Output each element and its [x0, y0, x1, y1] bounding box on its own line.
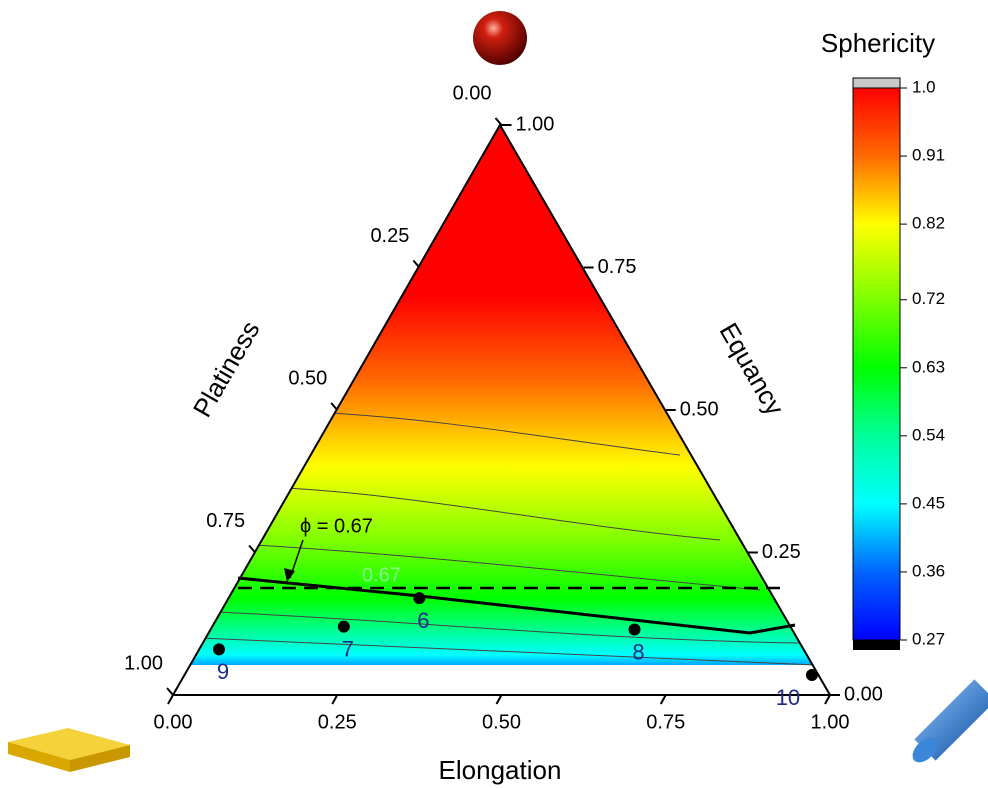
- right-axis-title: Equancy: [714, 318, 791, 421]
- plate-side: [8, 742, 70, 772]
- sample-point: [212, 643, 225, 656]
- tick: [495, 694, 503, 705]
- point-label: 8: [632, 639, 644, 664]
- right-tick-label: 0.50: [680, 398, 719, 420]
- colorbar-tick-label: 0.63: [912, 357, 945, 376]
- right-tick-label: 0.75: [598, 256, 637, 278]
- colorbar-over: [852, 77, 901, 89]
- colorbar-title: Sphericity: [821, 28, 935, 58]
- contour-fill: [173, 125, 830, 665]
- tick: [167, 694, 174, 705]
- tick: [659, 694, 667, 705]
- colorbar-tick-label: 0.45: [912, 493, 945, 512]
- bottom-axis-title: Elongation: [439, 755, 562, 785]
- cylinder-icon: [912, 679, 988, 763]
- contour-line: [329, 412, 681, 456]
- sample-point: [805, 669, 818, 682]
- annotation: ϕ = 0.67: [300, 515, 373, 537]
- colorbar-tick-label: 0.27: [912, 629, 945, 648]
- plate-icon: [8, 728, 130, 760]
- point-label: 7: [342, 636, 354, 661]
- colorbar-tick-label: 0.36: [912, 561, 945, 580]
- bottom-tick-label: 0.50: [482, 711, 521, 733]
- left-tick-label: 1.00: [124, 652, 163, 674]
- left-tick-label: 0.75: [206, 510, 245, 532]
- point-label: 9: [217, 659, 229, 684]
- contour-label: 0.67: [362, 564, 401, 586]
- contour-line: [284, 487, 721, 541]
- left-axis-title: Platiness: [187, 316, 266, 422]
- tick: [494, 117, 503, 126]
- point-label: 10: [776, 685, 800, 710]
- arrow-head: [284, 568, 295, 582]
- bottom-tick-label: 0.00: [154, 711, 193, 733]
- tick: [412, 259, 421, 269]
- contour-area: [173, 125, 830, 665]
- tick: [331, 694, 339, 705]
- tick: [330, 402, 339, 411]
- colorbar-tick-label: 0.91: [912, 146, 945, 165]
- sample-point: [337, 620, 350, 633]
- tick: [166, 687, 174, 696]
- bottom-tick-label: 0.75: [646, 711, 685, 733]
- contour-line: [254, 544, 761, 591]
- left-tick-label: 0.00: [453, 82, 492, 104]
- cylinder-end: [912, 737, 938, 763]
- point-label: 6: [417, 608, 429, 633]
- left-tick-label: 0.50: [288, 367, 327, 389]
- tick: [248, 544, 256, 554]
- colorbar: [852, 87, 901, 641]
- bottom-tick-label: 1.00: [811, 711, 850, 733]
- sphere-icon: [473, 11, 527, 65]
- colorbar-tick-label: 0.54: [912, 425, 945, 444]
- colorbar-tick-label: 0.82: [912, 214, 945, 233]
- colorbar-tick-label: 1.0: [912, 77, 936, 96]
- sample-point: [413, 592, 426, 605]
- colorbar-tick-label: 0.72: [912, 289, 945, 308]
- left-tick-label: 0.25: [370, 225, 409, 247]
- plate-side: [70, 745, 130, 772]
- right-tick-label: 0.00: [844, 683, 883, 705]
- colorbar-under: [853, 640, 900, 650]
- right-tick-label: 1.00: [516, 113, 555, 135]
- sample-point: [628, 623, 641, 636]
- contour-line: [214, 611, 801, 644]
- icons: [8, 11, 988, 772]
- right-tick-label: 0.25: [762, 541, 801, 563]
- bottom-tick-label: 0.25: [318, 711, 357, 733]
- tick: [824, 694, 831, 705]
